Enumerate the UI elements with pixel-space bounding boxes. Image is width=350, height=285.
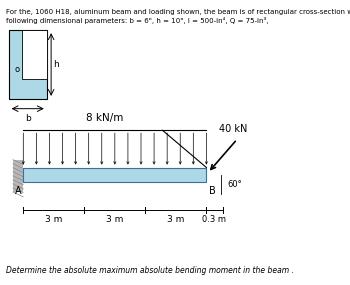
Text: 3 m: 3 m (45, 215, 63, 223)
Text: B: B (209, 186, 216, 196)
Text: o: o (15, 65, 20, 74)
Text: 0.3 m: 0.3 m (202, 215, 226, 223)
Bar (13, 160, 23, 192)
Text: 60°: 60° (227, 180, 242, 189)
Text: following dimensional parameters: b = 6", h = 10", I = 500-in⁴, Q = 75-in³,: following dimensional parameters: b = 6"… (6, 17, 268, 23)
Text: 3 m: 3 m (106, 215, 124, 223)
Text: A: A (15, 186, 22, 196)
Text: 40 kN: 40 kN (219, 124, 248, 134)
Text: 8 kN/m: 8 kN/m (86, 113, 124, 123)
Text: h: h (53, 60, 59, 69)
Bar (22, 30, 47, 79)
Text: 3 m: 3 m (167, 215, 184, 223)
Text: Determine the absolute maximum absolute bending moment in the beam .: Determine the absolute maximum absolute … (6, 266, 294, 275)
Bar (9, 30, 47, 99)
Text: For the, 1060 H18, aluminum beam and loading shown, the beam is of rectangular c: For the, 1060 H18, aluminum beam and loa… (6, 9, 350, 15)
Text: b: b (25, 114, 30, 123)
Bar (23, 168, 206, 182)
